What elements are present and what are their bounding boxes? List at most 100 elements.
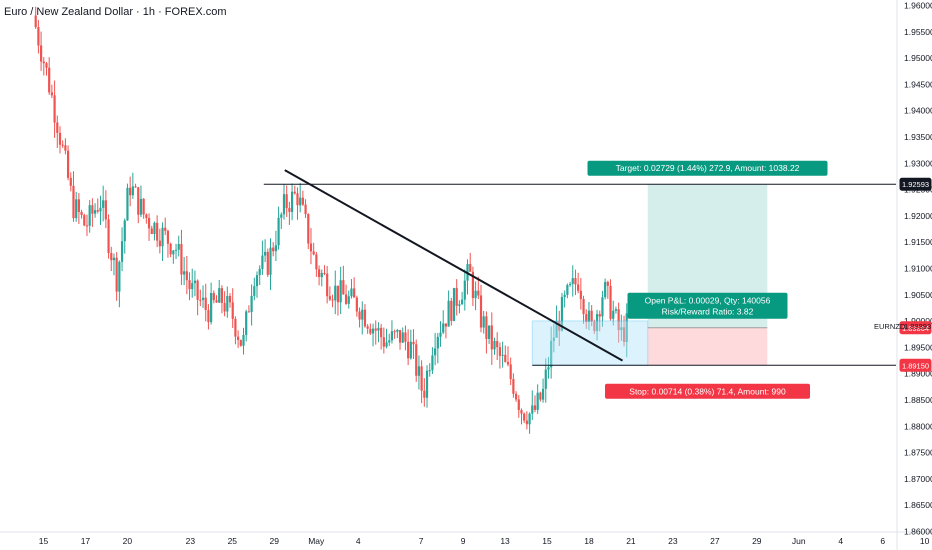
candle-body	[555, 320, 558, 338]
candle-body	[479, 295, 483, 328]
candle-body	[320, 272, 323, 278]
chart-title: Euro / New Zealand Dollar · 1h · FOREX.c…	[4, 6, 227, 18]
candle-body	[334, 285, 337, 301]
candle-body	[490, 325, 493, 350]
candle-body	[547, 367, 550, 370]
target-price-tag-text: 1.92593	[902, 180, 929, 189]
candle-body	[498, 347, 501, 356]
price-tick-label: 1.92000	[904, 211, 932, 221]
candle-body	[377, 327, 380, 331]
candle-body	[131, 186, 134, 196]
candle-body	[423, 390, 426, 398]
candle-body	[420, 366, 423, 391]
candle-body	[220, 288, 224, 303]
price-tick-label: 1.91500	[904, 237, 932, 247]
candle-body	[625, 313, 628, 343]
candle-body	[398, 329, 402, 343]
candle-body	[166, 230, 170, 244]
candle-body	[272, 247, 275, 252]
candle-body	[304, 204, 307, 215]
candle-body	[531, 405, 534, 414]
candle-body	[204, 297, 207, 310]
price-tick-label: 1.87500	[904, 448, 932, 458]
candle-body	[582, 299, 585, 315]
target-price-tag-bg	[899, 177, 932, 191]
candle-body	[120, 241, 124, 262]
candle-body	[525, 420, 528, 425]
candle-body	[53, 95, 56, 123]
candle-body	[366, 326, 369, 329]
candle-body	[463, 280, 466, 300]
price-tick-label: 1.90500	[904, 290, 932, 300]
time-tick-label: 9	[461, 536, 466, 546]
candle-body	[577, 284, 580, 291]
target-label-bg	[587, 160, 828, 176]
time-tick-label: 6	[880, 536, 885, 546]
candle-body	[326, 273, 329, 297]
candle-body	[228, 296, 232, 303]
candle-body	[164, 227, 167, 231]
candle-body	[450, 300, 453, 321]
candle-body	[258, 268, 261, 276]
candle-body	[83, 215, 86, 226]
time-tick-label: 25	[228, 536, 238, 546]
candle-body	[245, 311, 248, 335]
pnl-label-text: Risk/Reward Ratio: 3.82	[662, 306, 754, 316]
candle-body	[539, 392, 542, 400]
candle-body	[293, 191, 296, 194]
candle-body	[56, 122, 59, 133]
candle-body	[169, 243, 172, 255]
candle-body	[514, 393, 518, 400]
candle-body	[102, 200, 105, 208]
candle-body	[425, 370, 429, 398]
candle-body	[590, 310, 593, 322]
candle-body	[601, 297, 604, 317]
candle-body	[595, 314, 599, 332]
candle-body	[544, 369, 547, 389]
price-tick-label: 1.89000	[904, 369, 932, 379]
candle-body	[134, 186, 137, 188]
candle-body	[622, 327, 626, 343]
time-tick-label: 23	[186, 536, 196, 546]
candle-body	[328, 296, 331, 300]
candle-body	[75, 199, 78, 219]
stop-label: Stop: 0.00714 (0.38%) 71.4, Amount: 990	[605, 383, 811, 399]
candle-body	[274, 245, 277, 252]
price-tick-label: 1.93500	[904, 132, 932, 142]
candle-body	[371, 328, 375, 334]
candle-body	[80, 211, 83, 216]
candle-body	[380, 327, 383, 338]
candle-body	[477, 290, 480, 296]
candle-body	[153, 222, 156, 235]
candle-body	[568, 283, 572, 285]
candle-body	[353, 288, 356, 298]
candle-body	[126, 187, 129, 221]
candle-body	[358, 311, 361, 320]
candle-body	[436, 336, 439, 349]
last-price-label: 1.89893	[904, 322, 931, 331]
candle-body	[158, 240, 161, 247]
candle-body	[174, 249, 178, 251]
candle-body	[409, 341, 412, 359]
candle-body	[277, 217, 280, 246]
candle-body	[42, 61, 45, 64]
time-tick-label: Jun	[792, 536, 806, 546]
candle-body	[347, 296, 350, 304]
candle-body	[231, 302, 234, 319]
price-tick-label: 1.91000	[904, 264, 932, 274]
candle-body	[520, 410, 523, 414]
price-tick-label: 1.93000	[904, 158, 932, 168]
symbol-label: EURNZD	[874, 322, 906, 331]
candle-body	[201, 297, 205, 300]
candle-body	[598, 314, 601, 317]
candle-body	[412, 341, 415, 345]
candle-body	[617, 309, 620, 331]
drawings: Target: 0.02729 (1.44%) 272.9, Amount: 1…	[263, 160, 896, 399]
time-axis: 15 17 20 23 25 29 May 4 7 9 13 15 18 21 23 27 29 Jun 4 6 10	[39, 536, 930, 546]
candle-body	[66, 150, 70, 178]
price-tick-label: 1.94500	[904, 79, 932, 89]
price-tick-label: 1.87000	[904, 474, 932, 484]
time-tick-label: 7	[419, 536, 424, 546]
